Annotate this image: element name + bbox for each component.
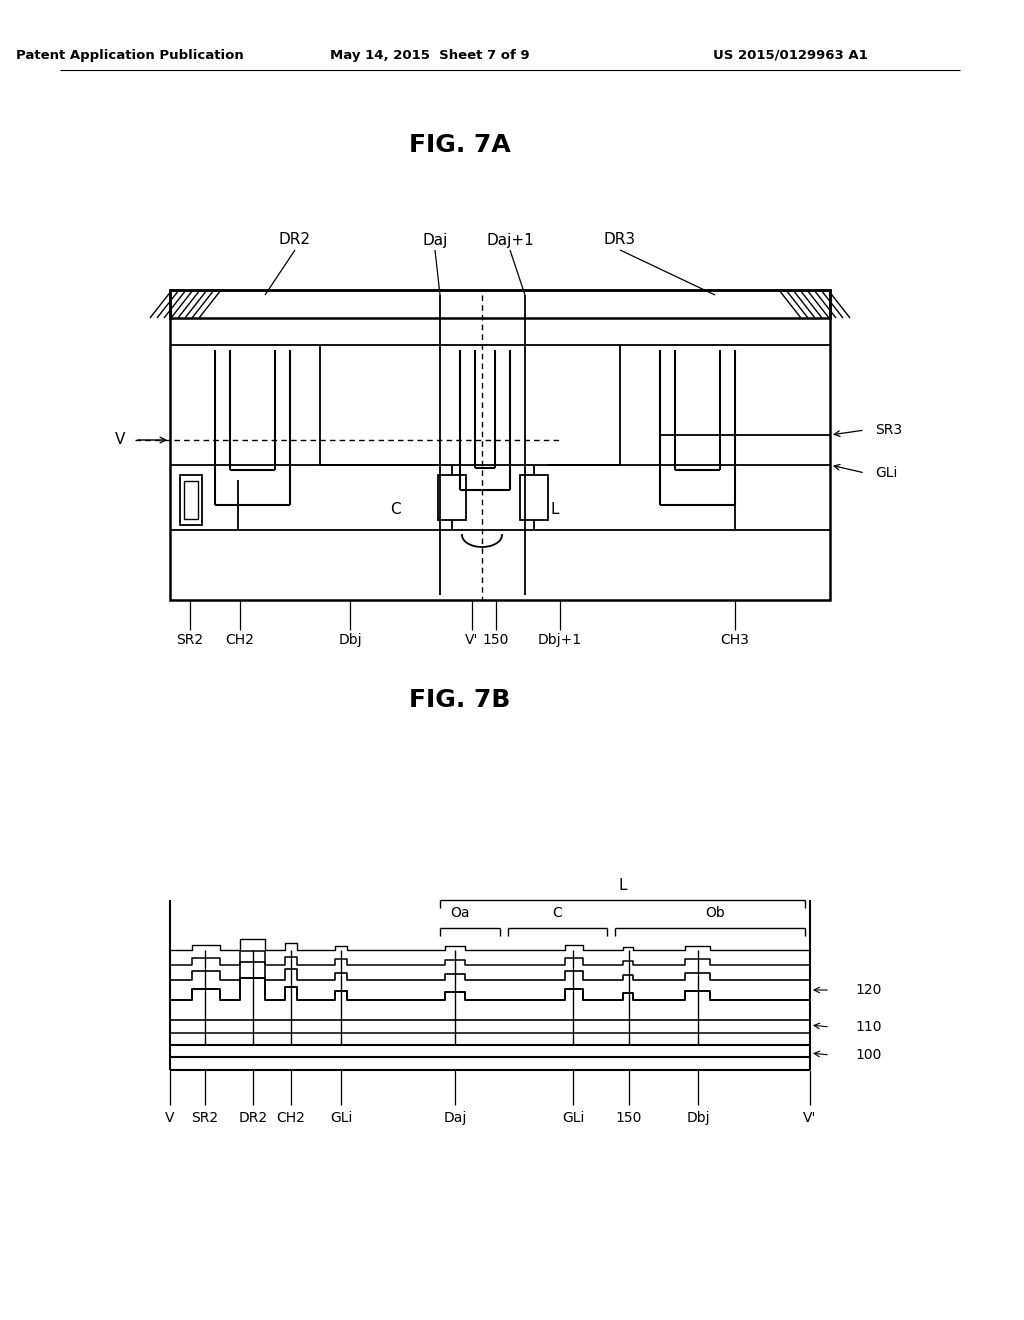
Text: Daj: Daj [443, 1111, 467, 1125]
Text: CH3: CH3 [721, 634, 750, 647]
Text: Daj: Daj [422, 232, 447, 248]
Text: SR2: SR2 [191, 1111, 218, 1125]
Text: Oa: Oa [451, 906, 470, 920]
Text: V: V [165, 1111, 175, 1125]
Bar [184, 480, 198, 519]
Text: 150: 150 [482, 634, 509, 647]
Text: L: L [551, 503, 559, 517]
Text: 110: 110 [855, 1020, 882, 1034]
Text: 120: 120 [855, 983, 882, 997]
Text: Dbj+1: Dbj+1 [538, 634, 582, 647]
Text: Dbj: Dbj [686, 1111, 710, 1125]
Text: Ob: Ob [706, 906, 725, 920]
Text: C: C [553, 906, 562, 920]
Bar [180, 475, 202, 525]
Text: May 14, 2015  Sheet 7 of 9: May 14, 2015 Sheet 7 of 9 [330, 49, 529, 62]
Text: GLi: GLi [874, 466, 897, 480]
Text: SR3: SR3 [874, 422, 902, 437]
Bar [170, 290, 830, 601]
Text: V: V [115, 433, 125, 447]
Text: V': V' [465, 634, 478, 647]
Bar [520, 475, 548, 520]
Text: CH2: CH2 [276, 1111, 305, 1125]
Text: GLi: GLi [330, 1111, 352, 1125]
Text: Patent Application Publication: Patent Application Publication [16, 49, 244, 62]
Bar [170, 290, 830, 318]
Text: C: C [390, 503, 400, 517]
Text: 150: 150 [615, 1111, 642, 1125]
Text: Dbj: Dbj [338, 634, 361, 647]
Text: CH2: CH2 [225, 634, 254, 647]
Bar [438, 475, 466, 520]
Text: 100: 100 [855, 1048, 882, 1063]
Text: Daj+1: Daj+1 [486, 232, 534, 248]
Text: FIG. 7A: FIG. 7A [410, 133, 511, 157]
Text: DR3: DR3 [604, 232, 636, 248]
Text: FIG. 7B: FIG. 7B [410, 688, 511, 711]
Text: DR2: DR2 [239, 1111, 267, 1125]
Text: V': V' [803, 1111, 817, 1125]
Text: GLi: GLi [562, 1111, 584, 1125]
Text: L: L [618, 878, 627, 892]
Text: DR2: DR2 [279, 232, 311, 248]
Text: US 2015/0129963 A1: US 2015/0129963 A1 [713, 49, 867, 62]
Text: SR2: SR2 [176, 634, 204, 647]
